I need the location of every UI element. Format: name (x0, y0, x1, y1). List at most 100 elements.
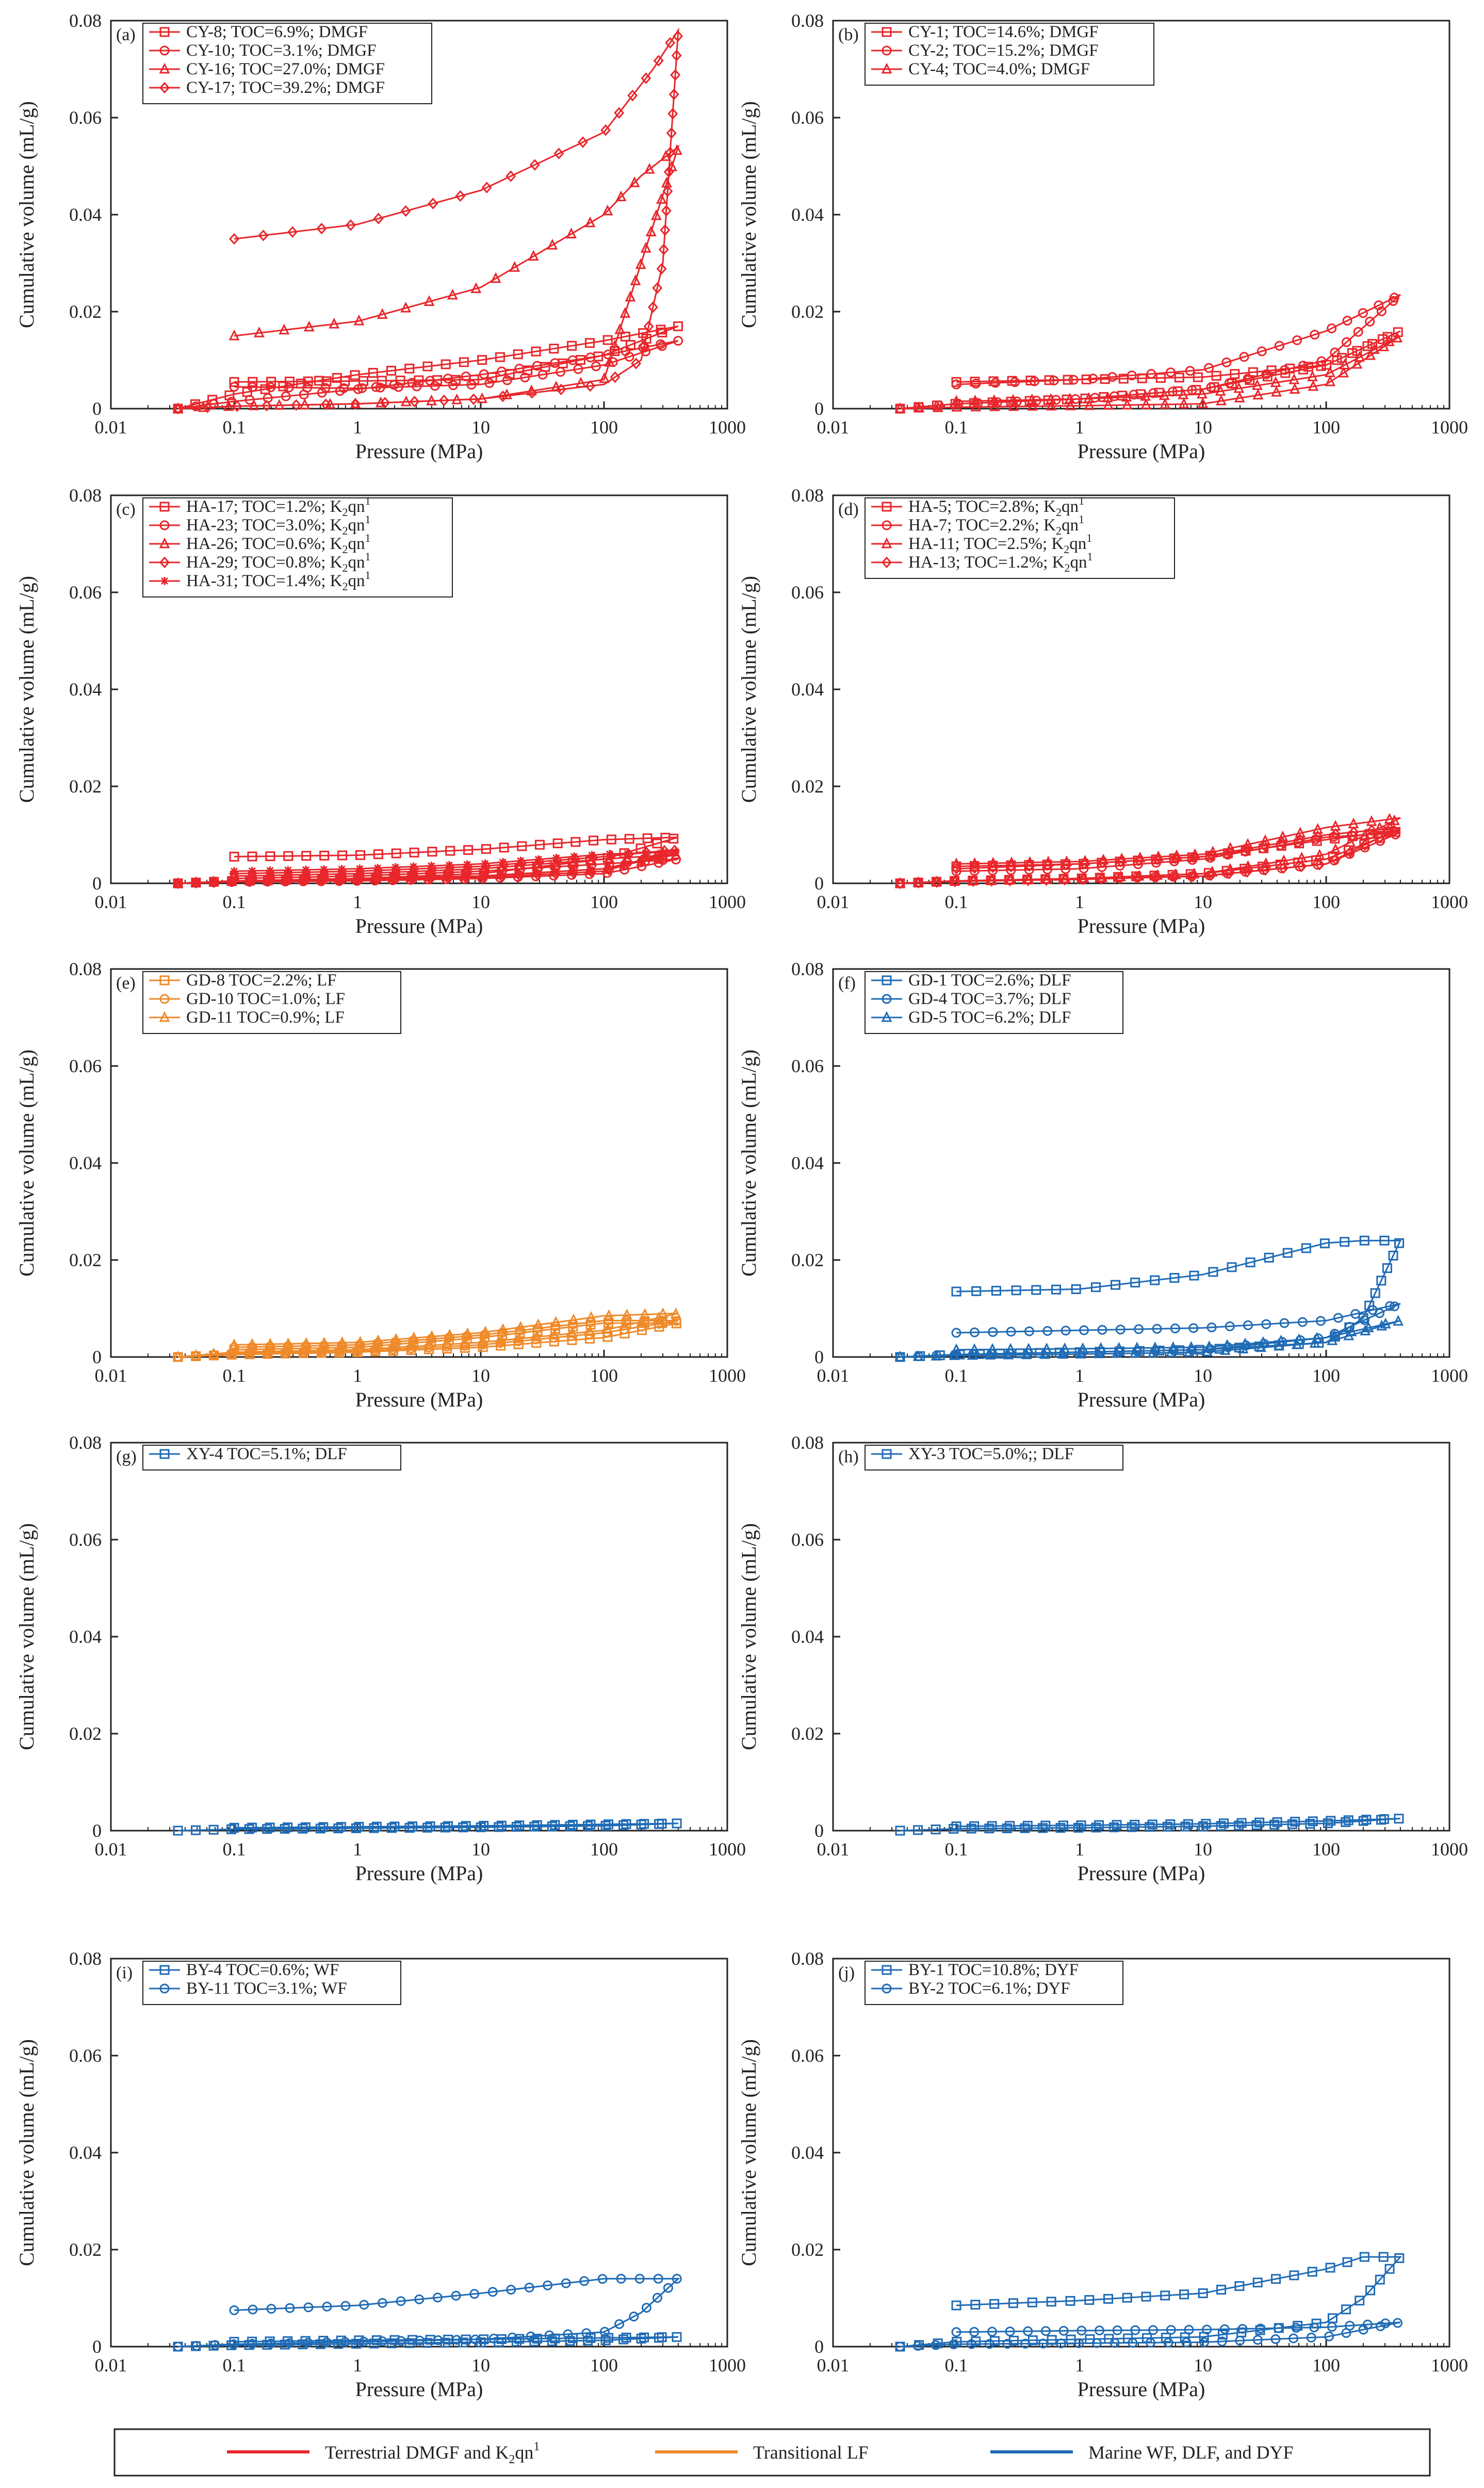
x-tick-label: 1000 (1431, 2355, 1468, 2376)
data-point (191, 401, 201, 412)
data-point (515, 1321, 526, 1332)
data-point (657, 1307, 668, 1318)
data-point (1343, 1815, 1353, 1825)
data-point (1095, 1342, 1106, 1353)
data-point (1380, 1317, 1391, 1329)
data-point (509, 261, 520, 272)
data-point (1362, 2319, 1373, 2330)
data-point (202, 401, 213, 413)
data-point (1243, 374, 1253, 384)
x-tick-label: 1000 (709, 892, 746, 912)
data-point (1178, 397, 1189, 409)
data-point (1027, 400, 1038, 411)
data-point (265, 851, 275, 861)
data-point (301, 1337, 312, 1348)
data-point (951, 379, 961, 390)
data-point (1305, 1819, 1315, 1829)
data-point (666, 127, 677, 139)
panel-b: 0.01 0.1 1 10 100 1000 0 0.02 0.04 0.06 0.08 Pressu… (737, 10, 1468, 463)
x-tick-label: 1 (1075, 2355, 1084, 2376)
data-point (266, 377, 276, 387)
data-point (984, 1823, 994, 1834)
data-point (386, 365, 397, 376)
data-point (284, 376, 295, 386)
data-point (985, 1349, 996, 1360)
data-point (1380, 2318, 1391, 2329)
data-point (1252, 2335, 1263, 2345)
legend-marker (160, 577, 169, 585)
data-point (303, 2337, 313, 2348)
data-point (665, 37, 676, 49)
data-point (1088, 374, 1098, 384)
data-point (377, 2298, 387, 2308)
data-point (320, 383, 331, 393)
data-point (266, 382, 276, 393)
data-point (409, 862, 418, 871)
data-point (1189, 1270, 1199, 1281)
data-point (618, 2334, 629, 2345)
y-tick-label: 0.06 (69, 1056, 102, 1076)
data-point (335, 875, 344, 884)
x-tick-label: 0.01 (817, 2355, 850, 2376)
data-point (1183, 1346, 1195, 1357)
data-point (971, 379, 981, 389)
data-point (1369, 343, 1380, 354)
x-tick-label: 1000 (709, 1839, 746, 1860)
data-point (550, 358, 560, 368)
data-point (1273, 2323, 1283, 2333)
data-point (656, 325, 666, 335)
data-point (247, 1338, 258, 1349)
data-point (1216, 1821, 1226, 1831)
data-point (389, 1821, 400, 1832)
data-point (191, 878, 200, 887)
data-point (1181, 2337, 1192, 2348)
data-point (984, 2339, 994, 2349)
x-tick-label: 0.1 (945, 1365, 968, 1386)
data-point (340, 2337, 350, 2347)
series-cy-17 (173, 27, 683, 415)
series-cy-16 (172, 144, 682, 413)
data-point (377, 376, 387, 386)
data-point (969, 862, 980, 874)
data-point (912, 1350, 924, 1361)
data-point (1056, 2338, 1066, 2349)
data-point (391, 848, 401, 859)
data-point (533, 1318, 544, 1330)
panel-f: 0.01 0.1 1 10 100 1000 0 0.02 0.04 0.06 0.08 Pressu… (737, 959, 1468, 1411)
data-point (604, 356, 615, 367)
data-point (672, 144, 682, 155)
data-point (568, 855, 579, 866)
series-line (177, 1312, 679, 1358)
data-point (208, 1347, 219, 1359)
data-point (1359, 2252, 1369, 2262)
data-point (1058, 1820, 1068, 1831)
legend-marker (881, 556, 892, 569)
data-point (423, 295, 435, 306)
data-point (1359, 1315, 1369, 1325)
data-point (625, 340, 635, 350)
data-point (641, 346, 651, 357)
data-point (1166, 367, 1176, 378)
data-point (1254, 1817, 1265, 1828)
data-point (1152, 869, 1163, 880)
x-tick-label: 10 (1194, 417, 1212, 438)
legend-marker (159, 82, 170, 94)
data-point (1301, 1243, 1311, 1253)
data-point (321, 2337, 332, 2348)
legend-entry: CY-17; TOC=39.2%; DMGF (186, 78, 385, 97)
data-point (671, 848, 680, 857)
data-point (660, 224, 671, 236)
data-point (1243, 1320, 1253, 1330)
x-axis-label: Pressure (MPa) (355, 440, 483, 463)
plot-frame (832, 1442, 1450, 1832)
data-point (1279, 1318, 1290, 1328)
data-point (495, 1334, 507, 1345)
y-tick-label: 0 (814, 398, 824, 419)
x-axis-label: Pressure (MPa) (355, 1388, 483, 1411)
data-point (1295, 827, 1306, 838)
data-point (1291, 1338, 1302, 1349)
data-point (1166, 2325, 1176, 2335)
data-point (391, 863, 400, 871)
